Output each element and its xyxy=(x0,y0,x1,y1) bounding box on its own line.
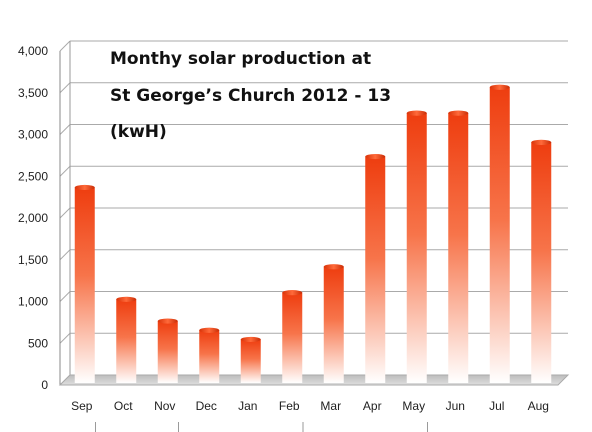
bar-cap xyxy=(157,318,178,324)
bar-cap xyxy=(199,327,220,333)
chart-title: Monthy solar production at St George’s C… xyxy=(110,49,391,142)
bar xyxy=(116,299,137,383)
chart-title-line-3: (kwH) xyxy=(110,122,167,142)
bar-cap xyxy=(489,84,510,90)
gridline-side xyxy=(59,40,71,52)
bar xyxy=(448,113,469,383)
bar xyxy=(74,187,95,383)
x-tick-label: Jun xyxy=(446,399,465,413)
bars xyxy=(74,84,552,384)
bar-cap xyxy=(365,153,386,160)
x-tick-label: Jul xyxy=(489,399,504,413)
gridline-side xyxy=(59,332,71,344)
gridline-side xyxy=(59,249,71,261)
gridline-side xyxy=(59,291,71,302)
y-tick-label: 1,000 xyxy=(18,295,48,309)
x-tick-label: Aug xyxy=(528,399,549,413)
bar xyxy=(199,330,220,383)
x-tick-label: May xyxy=(402,399,425,413)
chart-floor xyxy=(58,374,570,386)
x-tick-label: Oct xyxy=(114,399,133,413)
y-tick-label: 3,000 xyxy=(18,128,48,142)
gridlines xyxy=(59,40,568,386)
bar xyxy=(365,156,386,383)
bar xyxy=(282,292,303,383)
bar-cap xyxy=(323,264,344,270)
bar xyxy=(323,266,344,383)
bar-cap xyxy=(531,139,552,145)
bar xyxy=(406,113,427,383)
gridline-side xyxy=(59,124,71,135)
bar-cap xyxy=(116,296,137,302)
y-tick-label: 4,000 xyxy=(18,44,48,58)
bar-cap xyxy=(74,184,95,191)
bar-cap xyxy=(406,110,427,116)
x-axis-dividers xyxy=(95,422,428,432)
x-tick-label: Jan xyxy=(238,399,257,413)
floor-plane xyxy=(58,374,570,386)
bar xyxy=(531,142,552,383)
axes xyxy=(59,41,71,385)
bar-cap xyxy=(448,110,469,116)
gridline-side xyxy=(59,82,71,94)
gridline-side xyxy=(59,165,71,177)
bar xyxy=(489,87,510,384)
bar xyxy=(157,321,178,383)
x-tick-label: Dec xyxy=(196,399,217,413)
x-tick-label: Apr xyxy=(363,399,382,413)
y-axis-tick-labels: 0 500 1,000 1,500 2,000 2,500 3,000 3,500 4,000 xyxy=(18,44,48,392)
x-axis-tick-labels: Sep Oct Nov Dec Jan Feb Mar Apr May Jun Jul Aug xyxy=(71,399,549,413)
x-tick-label: Feb xyxy=(279,399,300,413)
y-tick-label: 2,000 xyxy=(18,211,48,225)
gridline-side xyxy=(59,207,71,219)
y-tick-label: 500 xyxy=(28,336,48,350)
y-tick-label: 0 xyxy=(41,378,48,392)
y-tick-label: 2,500 xyxy=(18,169,48,183)
y-tick-label: 3,500 xyxy=(18,86,48,100)
x-tick-label: Sep xyxy=(71,399,93,413)
chart-title-line-2: St George’s Church 2012 - 13 xyxy=(110,86,391,106)
y-tick-label: 1,500 xyxy=(18,253,48,267)
bar-cap xyxy=(240,336,261,343)
x-tick-label: Nov xyxy=(154,399,175,413)
bar-cap xyxy=(282,290,303,296)
bar xyxy=(240,339,261,383)
chart-title-line-1: Monthy solar production at xyxy=(110,49,371,69)
x-tick-label: Mar xyxy=(320,399,341,413)
